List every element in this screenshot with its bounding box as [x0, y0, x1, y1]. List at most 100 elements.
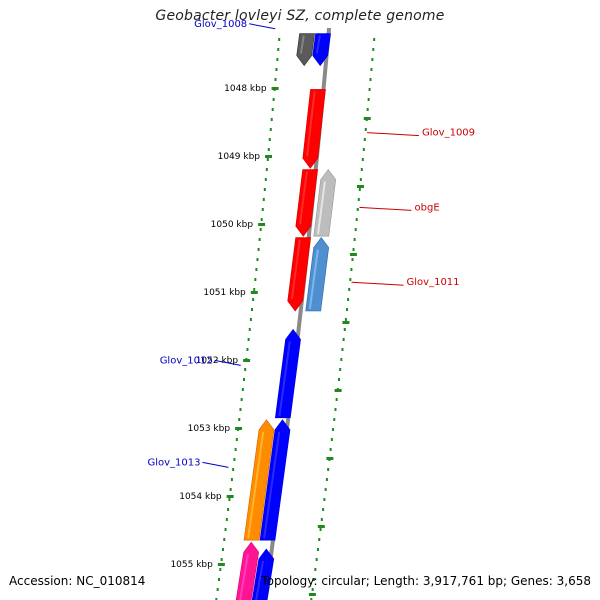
gene-feature[interactable] — [295, 169, 319, 237]
scale-tick-mark — [363, 117, 371, 120]
gene-label[interactable]: Glov_1011 — [407, 277, 460, 288]
track-dot — [271, 108, 274, 111]
track-dot — [262, 198, 265, 201]
track-dot — [261, 208, 264, 211]
track-dot — [258, 238, 261, 241]
gene-feature[interactable] — [287, 237, 312, 312]
track-dot — [342, 338, 345, 341]
gene-label-leader — [351, 281, 404, 286]
scale-tick-mark — [250, 291, 258, 294]
track-dot — [363, 138, 366, 141]
track-dot — [268, 138, 271, 141]
gene-arrow-highlight — [315, 35, 321, 54]
track-dot — [254, 278, 257, 281]
gene-label-leader — [367, 132, 420, 137]
gene-label[interactable]: Glov_1009 — [422, 128, 475, 139]
track-dot — [372, 48, 375, 51]
gene-arrow-highlight — [255, 560, 265, 600]
track-dot — [220, 558, 223, 561]
track-dot — [361, 158, 364, 161]
track-dot — [358, 188, 361, 191]
genome-summary-text: Topology: circular; Length: 3,917,761 bp… — [261, 574, 591, 588]
track-dot — [352, 248, 355, 251]
track-dot — [257, 248, 260, 251]
track-dot — [339, 368, 342, 371]
scale-tick-mark — [235, 427, 243, 430]
scale-tick-label: 1048 kbp — [224, 84, 267, 94]
gene-label[interactable]: Glov_1012 — [160, 355, 213, 366]
gene-feature[interactable] — [296, 33, 315, 67]
track-dot — [347, 298, 350, 301]
track-dot — [343, 328, 346, 331]
track-dot — [346, 308, 349, 311]
track-dot — [344, 318, 347, 321]
track-dot — [228, 498, 231, 501]
track-dot — [354, 228, 357, 231]
track-dot — [351, 258, 354, 261]
track-dot — [320, 518, 323, 521]
track-dot — [360, 168, 363, 171]
track-dot — [218, 578, 221, 581]
scale-tick-label: 1055 kbp — [170, 560, 213, 570]
track-dot — [232, 468, 235, 471]
track-dot — [371, 58, 374, 61]
track-dot — [260, 218, 263, 221]
track-dot — [256, 258, 259, 261]
scale-tick-mark — [258, 223, 266, 226]
track-dot — [329, 448, 332, 451]
track-dot — [318, 538, 321, 541]
gene-arrow[interactable] — [312, 33, 331, 67]
track-dot — [276, 58, 279, 61]
gene-arrow-highlight — [299, 35, 305, 54]
gene-glov_1009[interactable] — [302, 89, 326, 169]
gene-arrow[interactable] — [313, 169, 337, 237]
track-dot — [269, 128, 272, 131]
scale-tick-mark — [334, 389, 342, 392]
gene-arrow[interactable] — [296, 33, 315, 67]
track-dot — [316, 548, 319, 551]
track-dot — [234, 448, 237, 451]
gene-label[interactable]: Glov_1008 — [194, 19, 247, 30]
scale-tick-mark — [349, 253, 357, 256]
gene-glov_1008[interactable] — [312, 33, 331, 67]
gene-feature[interactable] — [251, 548, 275, 600]
track-dot — [259, 228, 262, 231]
gene-glov_1012[interactable] — [274, 328, 301, 419]
gene-obge[interactable] — [313, 169, 337, 237]
gene-label[interactable]: obgE — [415, 202, 440, 213]
gene-feature[interactable] — [235, 541, 260, 600]
gene-feature[interactable] — [259, 419, 291, 541]
track-dot — [319, 528, 322, 531]
track-dot — [267, 148, 270, 151]
track-dot — [314, 568, 317, 571]
track-dot — [325, 478, 328, 481]
gene-glov_1011[interactable] — [305, 237, 330, 312]
track-dot — [243, 378, 246, 381]
track-dot — [266, 158, 269, 161]
gene-arrow-highlight — [299, 171, 308, 225]
track-dot — [225, 518, 228, 521]
gene-arrow-highlight — [263, 431, 281, 539]
gene-label-leader — [359, 206, 412, 211]
track-dot — [263, 188, 266, 191]
scale-tick-mark — [342, 321, 350, 324]
track-dot — [330, 438, 333, 441]
track-dot — [278, 38, 281, 41]
track-dot — [349, 278, 352, 281]
gene-labels: Glov_1008 Glov_1009 obgE Glov_1011 Glov_1012… — [147, 19, 475, 469]
gene-glov_1013[interactable] — [243, 419, 275, 541]
track-dot — [240, 398, 243, 401]
gene-features — [235, 33, 337, 600]
track-dot — [313, 578, 316, 581]
gene-arrow-highlight — [317, 181, 326, 235]
gene-arrow[interactable] — [274, 328, 301, 419]
track-dot — [324, 488, 327, 491]
scale-tick-mark — [317, 525, 325, 528]
scale-tick-mark — [271, 87, 279, 90]
track-dot — [219, 568, 222, 571]
gene-label[interactable]: Glov_1013 — [147, 457, 200, 468]
track-dot — [310, 598, 313, 600]
track-dot — [253, 288, 256, 291]
track-dot — [332, 428, 335, 431]
scale-tick-label: 1049 kbp — [218, 152, 261, 162]
